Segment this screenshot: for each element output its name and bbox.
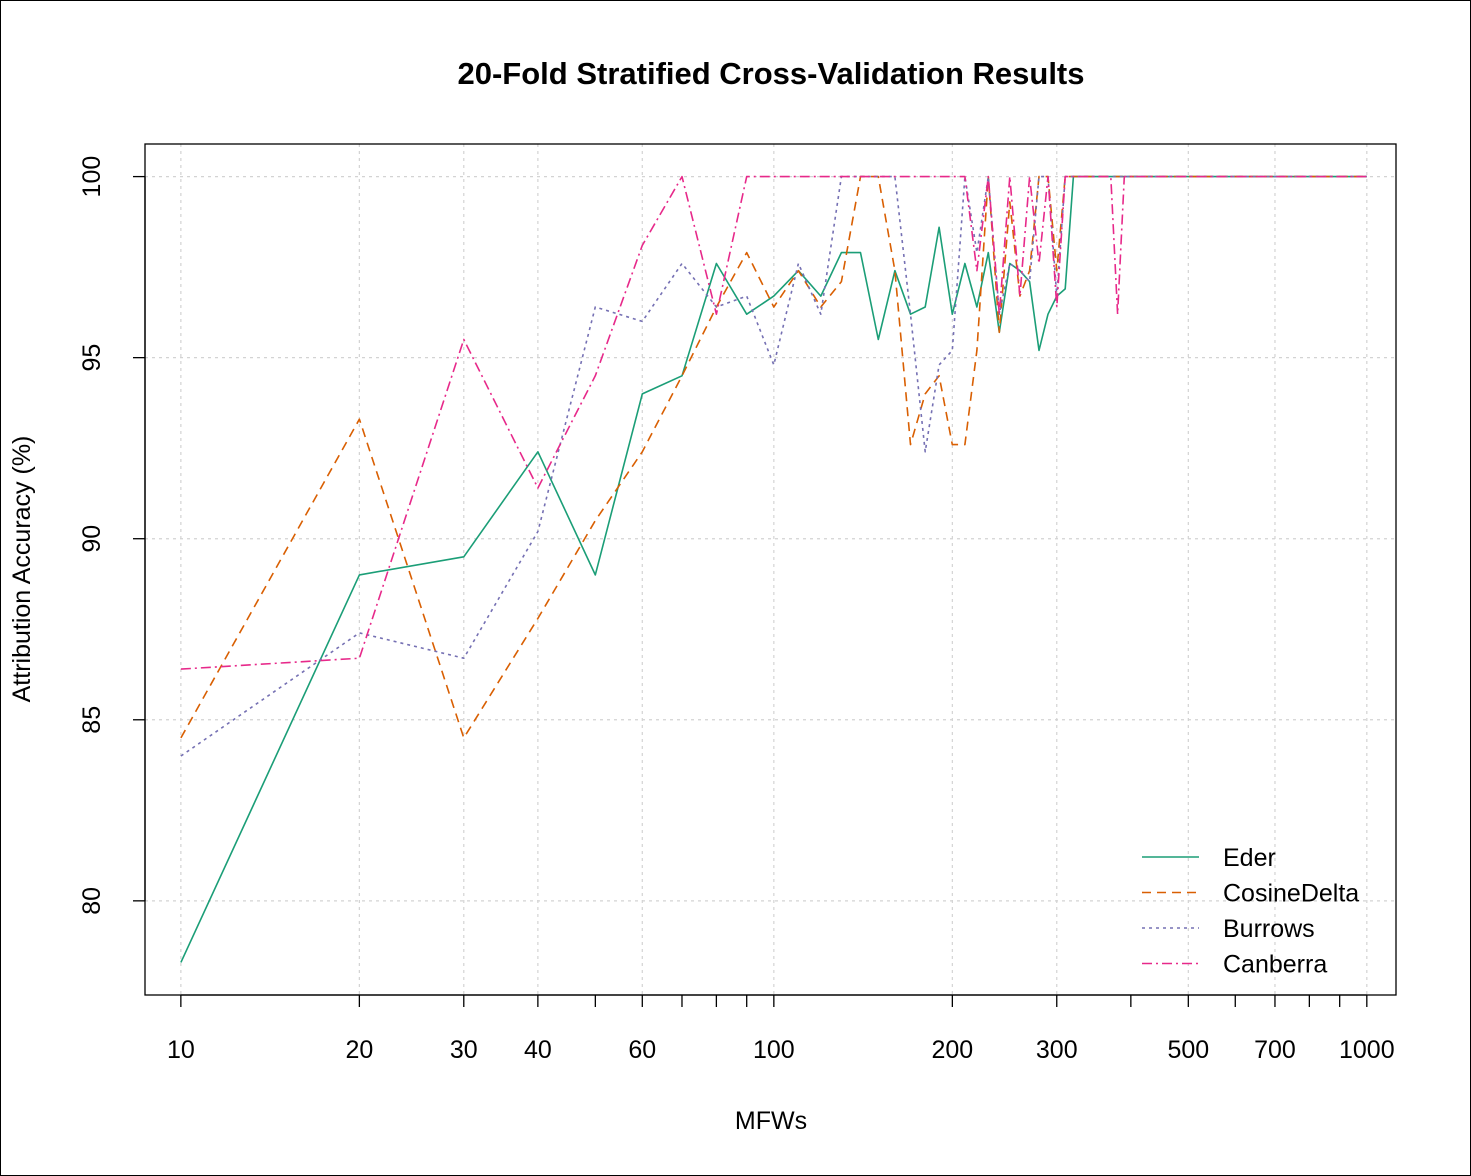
- x-tick-label: 1000: [1339, 1036, 1395, 1064]
- y-axis-label: Attribution Accuracy (%): [8, 436, 36, 703]
- plot-area-border: [144, 143, 1397, 996]
- x-axis-label: MFWs: [735, 1107, 807, 1135]
- x-tick-label: 40: [524, 1036, 552, 1064]
- x-tick-label: 10: [167, 1036, 195, 1064]
- x-tick-label: 30: [450, 1036, 478, 1064]
- series-layer: [180, 175, 1367, 963]
- x-tick-label: 300: [1036, 1036, 1078, 1064]
- legend-label-canberra: Canberra: [1223, 951, 1327, 979]
- y-tick-label: 80: [78, 887, 106, 915]
- legend-label-cosinedelta: CosineDelta: [1223, 880, 1359, 908]
- x-tick-label: 20: [345, 1036, 373, 1064]
- y-tick-label: 100: [78, 156, 106, 198]
- y-tick-label: 90: [78, 525, 106, 553]
- y-tick-label: 95: [78, 344, 106, 372]
- grid-lines: [145, 144, 1396, 995]
- series-line-eder: [180, 175, 1367, 963]
- y-axis: 80 85 90 95 100: [78, 156, 146, 915]
- x-tick-label: 700: [1254, 1036, 1296, 1064]
- x-axis: 10 20 30 40 60 100 200 300 500 700 1000: [167, 994, 1395, 1064]
- x-tick-label: 500: [1167, 1036, 1209, 1064]
- x-tick-label: 100: [753, 1036, 795, 1064]
- series-line-cosinedelta: [180, 175, 1367, 739]
- legend-label-burrows: Burrows: [1223, 915, 1315, 943]
- series-line-burrows: [180, 175, 1367, 757]
- x-tick-label: 60: [628, 1036, 656, 1064]
- legend: Eder CosineDelta Burrows Canberra: [1142, 844, 1359, 979]
- x-tick-label: 200: [931, 1036, 973, 1064]
- series-line-canberra: [180, 175, 1367, 670]
- legend-label-eder: Eder: [1223, 844, 1276, 872]
- chart-title: 20-Fold Stratified Cross-Validation Resu…: [457, 56, 1084, 91]
- y-tick-label: 85: [78, 706, 106, 734]
